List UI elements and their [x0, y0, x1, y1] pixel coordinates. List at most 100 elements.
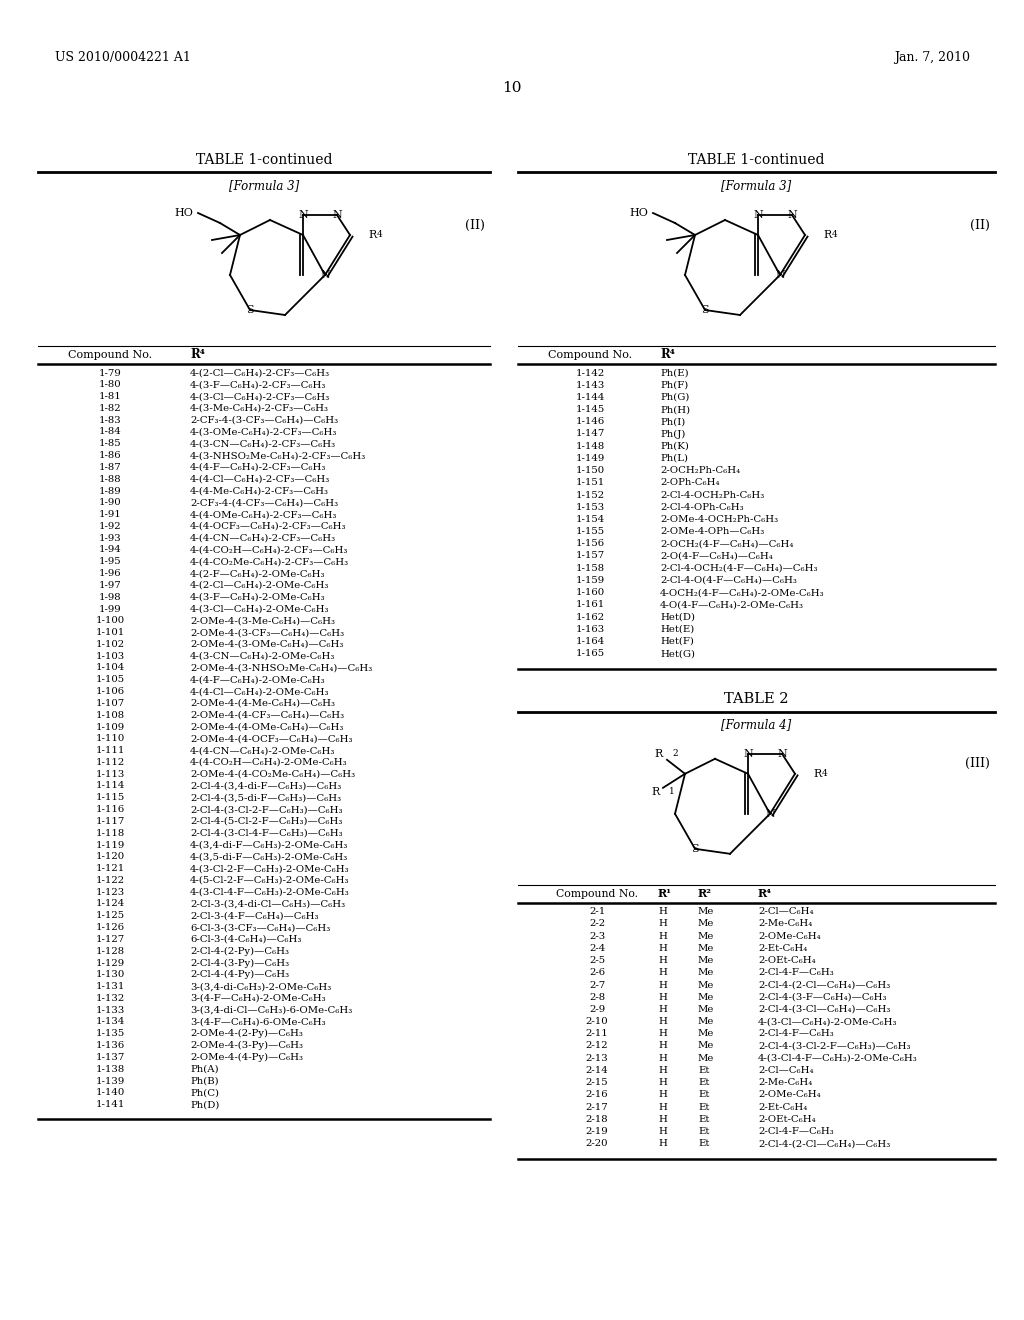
- Text: 1-150: 1-150: [575, 466, 604, 475]
- Text: Compound No.: Compound No.: [556, 888, 638, 899]
- Text: Et: Et: [698, 1139, 710, 1148]
- Text: H: H: [658, 969, 667, 977]
- Text: HO: HO: [174, 209, 193, 218]
- Text: 1-156: 1-156: [575, 540, 604, 548]
- Text: H: H: [658, 1102, 667, 1111]
- Text: 1-91: 1-91: [98, 510, 122, 519]
- Text: H: H: [658, 1114, 667, 1123]
- Text: 2-Cl-3-(3,4-di-Cl—C₆H₃)—C₆H₃: 2-Cl-3-(3,4-di-Cl—C₆H₃)—C₆H₃: [190, 899, 345, 908]
- Text: R: R: [368, 230, 376, 240]
- Text: Ph(E): Ph(E): [660, 368, 688, 378]
- Text: N: N: [743, 748, 753, 759]
- Text: 1-96: 1-96: [98, 569, 121, 578]
- Text: 4-(4-CO₂Me-C₆H₄)-2-CF₃—C₆H₃: 4-(4-CO₂Me-C₆H₄)-2-CF₃—C₆H₃: [190, 557, 349, 566]
- Text: Me: Me: [698, 956, 715, 965]
- Text: 1: 1: [669, 787, 675, 796]
- Text: Me: Me: [698, 993, 715, 1002]
- Text: Me: Me: [698, 944, 715, 953]
- Text: N: N: [787, 210, 797, 220]
- Text: R⁴: R⁴: [758, 888, 772, 899]
- Text: 1-105: 1-105: [95, 676, 125, 684]
- Text: 2-8: 2-8: [589, 993, 605, 1002]
- Text: 4-(4-Cl—C₆H₄)-2-OMe-C₆H₃: 4-(4-Cl—C₆H₄)-2-OMe-C₆H₃: [190, 688, 330, 696]
- Text: TABLE 1-continued: TABLE 1-continued: [688, 153, 824, 168]
- Text: 1-155: 1-155: [575, 527, 604, 536]
- Text: R²: R²: [698, 888, 712, 899]
- Text: 1-127: 1-127: [95, 935, 125, 944]
- Text: 1-120: 1-120: [95, 853, 125, 861]
- Text: HO: HO: [629, 209, 648, 218]
- Text: 1-107: 1-107: [95, 698, 125, 708]
- Text: Ph(K): Ph(K): [660, 442, 689, 450]
- Text: 2-18: 2-18: [586, 1114, 608, 1123]
- Text: 4-(3-Me-C₆H₄)-2-CF₃—C₆H₃: 4-(3-Me-C₆H₄)-2-CF₃—C₆H₃: [190, 404, 329, 413]
- Text: 2-OMe-4-OCH₂Ph-C₆H₃: 2-OMe-4-OCH₂Ph-C₆H₃: [660, 515, 778, 524]
- Text: 1-111: 1-111: [95, 746, 125, 755]
- Text: 2-OMe-4-(3-Me-C₆H₄)—C₆H₃: 2-OMe-4-(3-Me-C₆H₄)—C₆H₃: [190, 616, 335, 626]
- Text: 4-(3-CN—C₆H₄)-2-OMe-C₆H₃: 4-(3-CN—C₆H₄)-2-OMe-C₆H₃: [190, 652, 336, 661]
- Text: 2-Cl-4-F—C₆H₃: 2-Cl-4-F—C₆H₃: [758, 1127, 834, 1137]
- Text: 1-143: 1-143: [575, 380, 605, 389]
- Text: 1-160: 1-160: [575, 589, 604, 597]
- Text: 1-87: 1-87: [98, 463, 122, 471]
- Text: 1-110: 1-110: [95, 734, 125, 743]
- Text: 1-142: 1-142: [575, 368, 604, 378]
- Text: R⁴: R⁴: [190, 348, 205, 362]
- Text: 2-OMe-C₆H₄: 2-OMe-C₆H₄: [758, 932, 820, 941]
- Text: 1-136: 1-136: [95, 1041, 125, 1051]
- Text: 2-2: 2-2: [589, 920, 605, 928]
- Text: Me: Me: [698, 969, 715, 977]
- Text: 2-OMe-4-(3-NHSO₂Me-C₆H₄)—C₆H₃: 2-OMe-4-(3-NHSO₂Me-C₆H₄)—C₆H₃: [190, 664, 373, 672]
- Text: 2-OCH₂(4-F—C₆H₄)—C₆H₄: 2-OCH₂(4-F—C₆H₄)—C₆H₄: [660, 540, 794, 548]
- Text: 4-(3-Cl—C₆H₄)-2-OMe-C₆H₃: 4-(3-Cl—C₆H₄)-2-OMe-C₆H₃: [758, 1018, 897, 1026]
- Text: 2-Cl-3-(4-F—C₆H₄)—C₆H₃: 2-Cl-3-(4-F—C₆H₄)—C₆H₃: [190, 911, 318, 920]
- Text: Me: Me: [698, 1030, 715, 1039]
- Text: N: N: [775, 271, 784, 280]
- Text: Ph(A): Ph(A): [190, 1065, 219, 1073]
- Text: Et: Et: [698, 1114, 710, 1123]
- Text: 1-154: 1-154: [575, 515, 604, 524]
- Text: 1-99: 1-99: [98, 605, 121, 614]
- Text: 4-(3-Cl-2-F—C₆H₃)-2-OMe-C₆H₃: 4-(3-Cl-2-F—C₆H₃)-2-OMe-C₆H₃: [190, 865, 349, 873]
- Text: 2-Cl-4-(2-Cl—C₆H₄)—C₆H₃: 2-Cl-4-(2-Cl—C₆H₄)—C₆H₃: [758, 1139, 890, 1148]
- Text: 1-158: 1-158: [575, 564, 604, 573]
- Text: 2-Cl-4-(3-Cl-4-F—C₆H₃)—C₆H₃: 2-Cl-4-(3-Cl-4-F—C₆H₃)—C₆H₃: [190, 829, 343, 838]
- Text: 1-159: 1-159: [575, 576, 604, 585]
- Text: 10: 10: [502, 81, 522, 95]
- Text: Ph(I): Ph(I): [660, 417, 685, 426]
- Text: 2-OMe-4-(4-OMe-C₆H₄)—C₆H₃: 2-OMe-4-(4-OMe-C₆H₄)—C₆H₃: [190, 722, 343, 731]
- Text: 4-(4-F—C₆H₄)-2-CF₃—C₆H₃: 4-(4-F—C₆H₄)-2-CF₃—C₆H₃: [190, 463, 327, 471]
- Text: H: H: [658, 993, 667, 1002]
- Text: 2-Cl-4-OCH₂Ph-C₆H₃: 2-Cl-4-OCH₂Ph-C₆H₃: [660, 491, 764, 499]
- Text: 1-82: 1-82: [98, 404, 121, 413]
- Text: 1-123: 1-123: [95, 888, 125, 896]
- Text: Me: Me: [698, 920, 715, 928]
- Text: 1-137: 1-137: [95, 1053, 125, 1061]
- Text: 2-OMe-4-(2-Py)—C₆H₃: 2-OMe-4-(2-Py)—C₆H₃: [190, 1030, 303, 1039]
- Text: 1-116: 1-116: [95, 805, 125, 814]
- Text: Ph(C): Ph(C): [190, 1088, 219, 1097]
- Text: 1-89: 1-89: [98, 487, 121, 495]
- Text: S: S: [246, 305, 254, 315]
- Text: 2-CF₃-4-(3-CF₃—C₆H₄)—C₆H₃: 2-CF₃-4-(3-CF₃—C₆H₄)—C₆H₃: [190, 416, 338, 425]
- Text: 4-(4-F—C₆H₄)-2-OMe-C₆H₃: 4-(4-F—C₆H₄)-2-OMe-C₆H₃: [190, 676, 326, 684]
- Text: 4-(2-Cl—C₆H₄)-2-OMe-C₆H₃: 4-(2-Cl—C₆H₄)-2-OMe-C₆H₃: [190, 581, 330, 590]
- Text: 4-(4-OCF₃—C₆H₄)-2-CF₃—C₆H₃: 4-(4-OCF₃—C₆H₄)-2-CF₃—C₆H₃: [190, 521, 346, 531]
- Text: Et: Et: [698, 1102, 710, 1111]
- Text: 2-Cl-4-F—C₆H₃: 2-Cl-4-F—C₆H₃: [758, 1030, 834, 1039]
- Text: 2-Me-C₆H₄: 2-Me-C₆H₄: [758, 1078, 812, 1088]
- Text: 1-85: 1-85: [98, 440, 121, 449]
- Text: 4-(2-Cl—C₆H₄)-2-CF₃—C₆H₃: 4-(2-Cl—C₆H₄)-2-CF₃—C₆H₃: [190, 368, 330, 378]
- Text: 3-(3,4-di-Cl—C₆H₃)-6-OMe-C₆H₃: 3-(3,4-di-Cl—C₆H₃)-6-OMe-C₆H₃: [190, 1006, 352, 1015]
- Text: 2-OMe-4-(4-Me-C₆H₄)—C₆H₃: 2-OMe-4-(4-Me-C₆H₄)—C₆H₃: [190, 698, 335, 708]
- Text: 4-OCH₂(4-F—C₆H₄)-2-OMe-C₆H₃: 4-OCH₂(4-F—C₆H₄)-2-OMe-C₆H₃: [660, 589, 824, 597]
- Text: 2-Cl-4-(3-Cl-2-F—C₆H₃)—C₆H₃: 2-Cl-4-(3-Cl-2-F—C₆H₃)—C₆H₃: [190, 805, 342, 814]
- Text: 4-(3-CN—C₆H₄)-2-CF₃—C₆H₃: 4-(3-CN—C₆H₄)-2-CF₃—C₆H₃: [190, 440, 336, 449]
- Text: 2-CF₃-4-(4-CF₃—C₆H₄)—C₆H₃: 2-CF₃-4-(4-CF₃—C₆H₄)—C₆H₃: [190, 498, 338, 507]
- Text: 1-106: 1-106: [95, 688, 125, 696]
- Text: 1-100: 1-100: [95, 616, 125, 626]
- Text: R: R: [813, 768, 821, 779]
- Text: Ph(B): Ph(B): [190, 1077, 219, 1085]
- Text: R⁴: R⁴: [660, 348, 675, 362]
- Text: 4-(3-Cl—C₆H₄)-2-OMe-C₆H₃: 4-(3-Cl—C₆H₄)-2-OMe-C₆H₃: [190, 605, 330, 614]
